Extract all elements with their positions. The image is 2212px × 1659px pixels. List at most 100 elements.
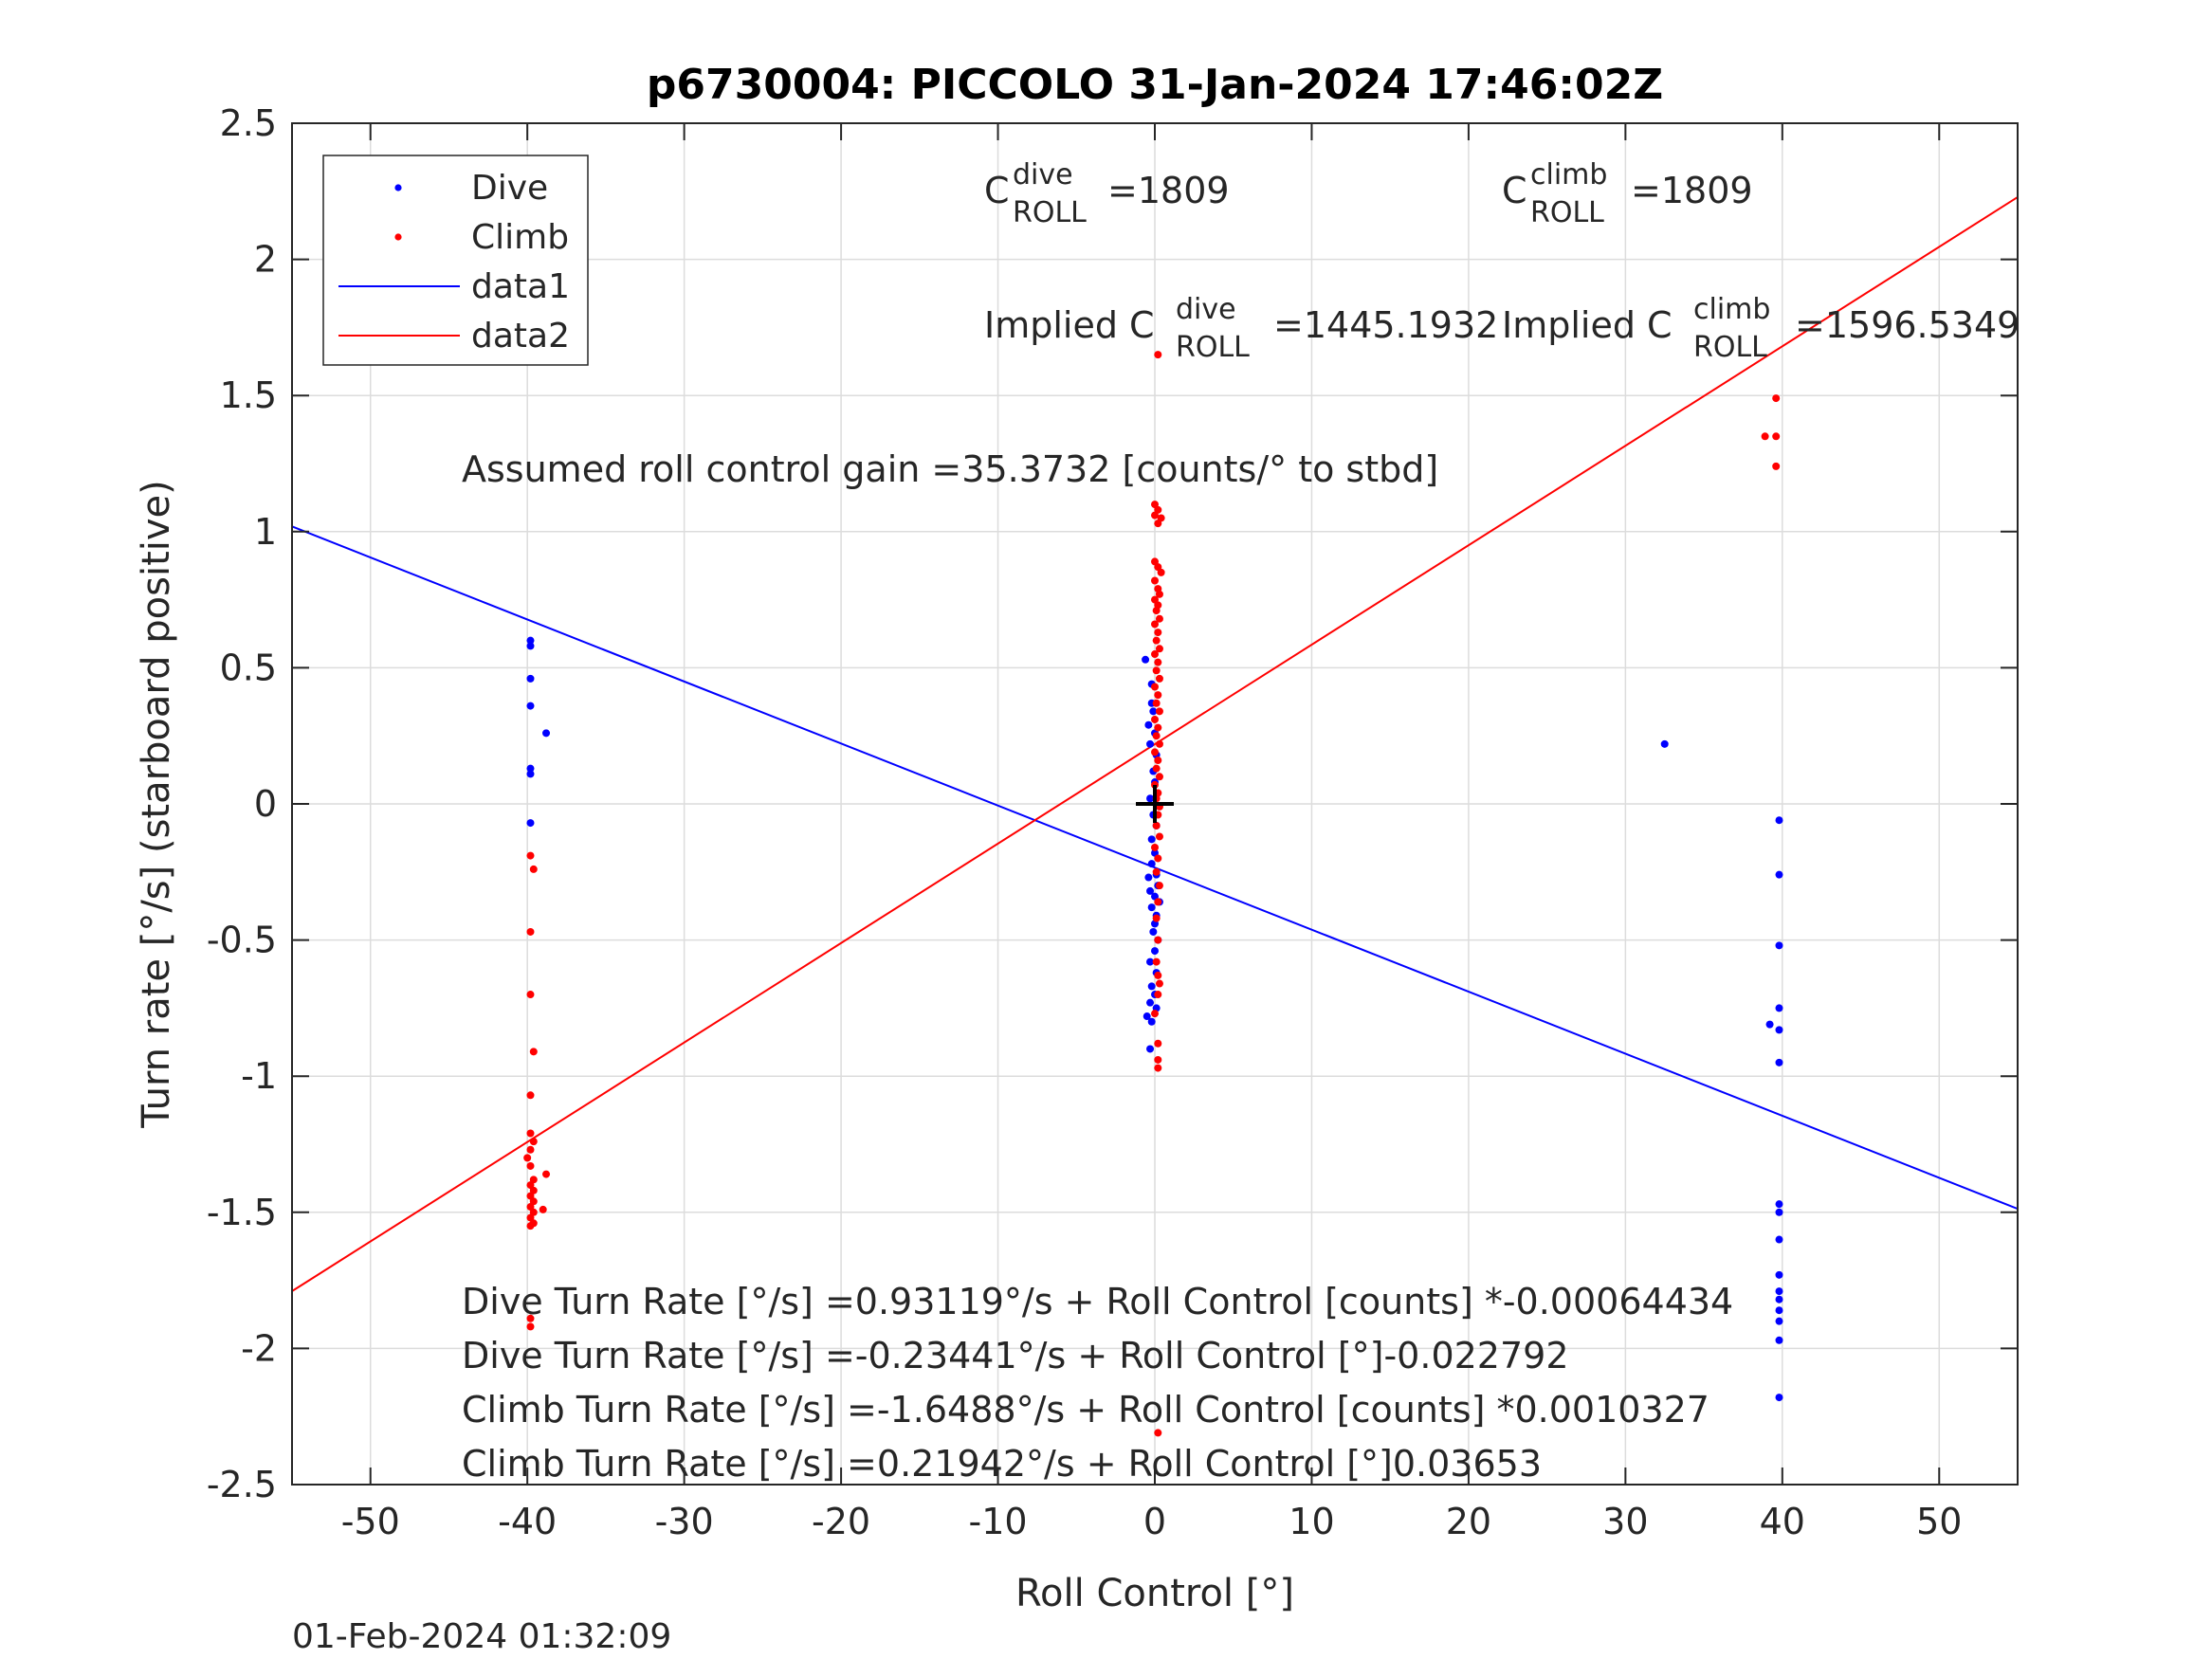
climb-point [1155, 614, 1163, 623]
dive-point [542, 729, 551, 738]
x-tick-label: 10 [1289, 1501, 1334, 1542]
y-tick-label: -1.5 [207, 1192, 277, 1233]
origin-crosshair [1136, 785, 1174, 823]
climb-point [1772, 432, 1781, 441]
climb-point [1772, 462, 1781, 470]
dive-point [1144, 873, 1153, 882]
climb-point [1151, 843, 1159, 851]
implied-dive-sup: dive [1176, 293, 1236, 326]
climb-point [1154, 520, 1162, 528]
climb-point [529, 865, 538, 873]
climb-point [1155, 590, 1163, 598]
fit-equation-2: Dive Turn Rate [°/s] =-0.23441°/s + Roll… [462, 1335, 1569, 1376]
climb-point [1151, 576, 1159, 585]
legend: Dive Climb data1 data2 [322, 155, 589, 366]
climb-point [1152, 636, 1161, 645]
y-tick-label: 1 [254, 511, 277, 553]
climb-point [523, 1154, 532, 1162]
climb-point [526, 927, 535, 936]
dive-point [1775, 1295, 1783, 1304]
dive-point [1147, 982, 1156, 991]
implied-dive-value: =1445.1932 [1273, 304, 1498, 346]
climb-point [1155, 979, 1163, 988]
climb-point [1154, 898, 1162, 906]
climb-point [1151, 620, 1159, 629]
legend-dive-label: Dive [471, 169, 548, 208]
dive-point [1775, 1004, 1783, 1012]
climb-point [1154, 351, 1162, 359]
climb-point [1155, 832, 1163, 841]
dive-point [1775, 1394, 1783, 1402]
gain-annotation: Assumed roll control gain =35.3732 [coun… [462, 448, 1438, 490]
legend-dive-marker [394, 184, 402, 191]
climb-point [526, 1161, 535, 1170]
dive-point [526, 642, 535, 650]
climb-point [1152, 699, 1161, 707]
climb-point [1155, 882, 1163, 890]
climb-point [1154, 691, 1162, 700]
dive-point [1775, 1287, 1783, 1296]
c-climb-sup: climb [1530, 158, 1607, 191]
annotation-c-dive: C dive ROLL =1809 [984, 158, 1230, 229]
x-tick-label: 0 [1143, 1501, 1166, 1542]
x-tick-label: -30 [655, 1501, 714, 1542]
climb-point [1151, 1010, 1159, 1018]
c-climb-sub: ROLL [1530, 196, 1604, 229]
data1-fit-line [291, 525, 2019, 1211]
dive-point [1151, 947, 1159, 956]
dive-point [1765, 1020, 1774, 1029]
annotation-c-climb: C climb ROLL =1809 [1502, 158, 1753, 229]
dive-point [1775, 941, 1783, 950]
x-tick-label: 50 [1916, 1501, 1962, 1542]
climb-point [529, 1138, 538, 1146]
y-tick-label: 1.5 [220, 374, 277, 416]
c-dive-sup: dive [1013, 158, 1073, 191]
climb-point [1154, 1429, 1162, 1437]
dive-point [1775, 1306, 1783, 1315]
climb-point [1155, 674, 1163, 683]
c-climb-value: =1809 [1631, 170, 1753, 211]
dive-point [1147, 860, 1156, 868]
y-tick-label: 2.5 [220, 102, 277, 144]
fit-equation-4: Climb Turn Rate [°/s] =0.21942°/s + Roll… [462, 1443, 1542, 1485]
climb-point [1151, 748, 1159, 757]
x-tick-label: -40 [498, 1501, 557, 1542]
climb-point [526, 991, 535, 999]
climb-point [1152, 821, 1161, 830]
data-points [523, 351, 1783, 1437]
climb-point [1154, 1055, 1162, 1064]
dive-point [1146, 998, 1155, 1007]
climb-point [526, 1222, 535, 1231]
climb-point [1155, 645, 1163, 653]
y-axis-label: Turn rate [°/s] (starboard positive) [135, 480, 178, 1129]
climb-point [1152, 666, 1161, 675]
y-tick-label: -2 [241, 1327, 277, 1369]
implied-climb-value: =1596.5349 [1795, 304, 2020, 346]
c-dive-value: =1809 [1107, 170, 1230, 211]
c-climb-base: C [1502, 170, 1527, 211]
dive-point [1775, 1208, 1783, 1216]
climb-point [539, 1205, 547, 1213]
dive-point [1775, 1058, 1783, 1066]
legend-data2-label: data2 [471, 317, 570, 356]
implied-climb-sup: climb [1693, 293, 1770, 326]
climb-point [1154, 1064, 1162, 1072]
climb-point [1155, 773, 1163, 781]
dive-point [1146, 957, 1155, 966]
dive-point [1144, 720, 1153, 729]
dive-point [1147, 835, 1156, 844]
dive-point [1149, 707, 1158, 716]
climb-point [1151, 650, 1159, 659]
dive-point [1146, 739, 1155, 748]
dive-point [526, 764, 535, 773]
climb-point [1152, 764, 1161, 773]
x-axis-label: Roll Control [°] [1015, 1572, 1294, 1615]
dive-point [1146, 886, 1155, 895]
implied-dive-base: Implied C [984, 304, 1155, 346]
y-tick-label: 2 [254, 239, 277, 281]
dive-point [526, 674, 535, 683]
climb-point [1151, 683, 1159, 691]
dive-point [1775, 1270, 1783, 1279]
climb-point [526, 1129, 535, 1138]
